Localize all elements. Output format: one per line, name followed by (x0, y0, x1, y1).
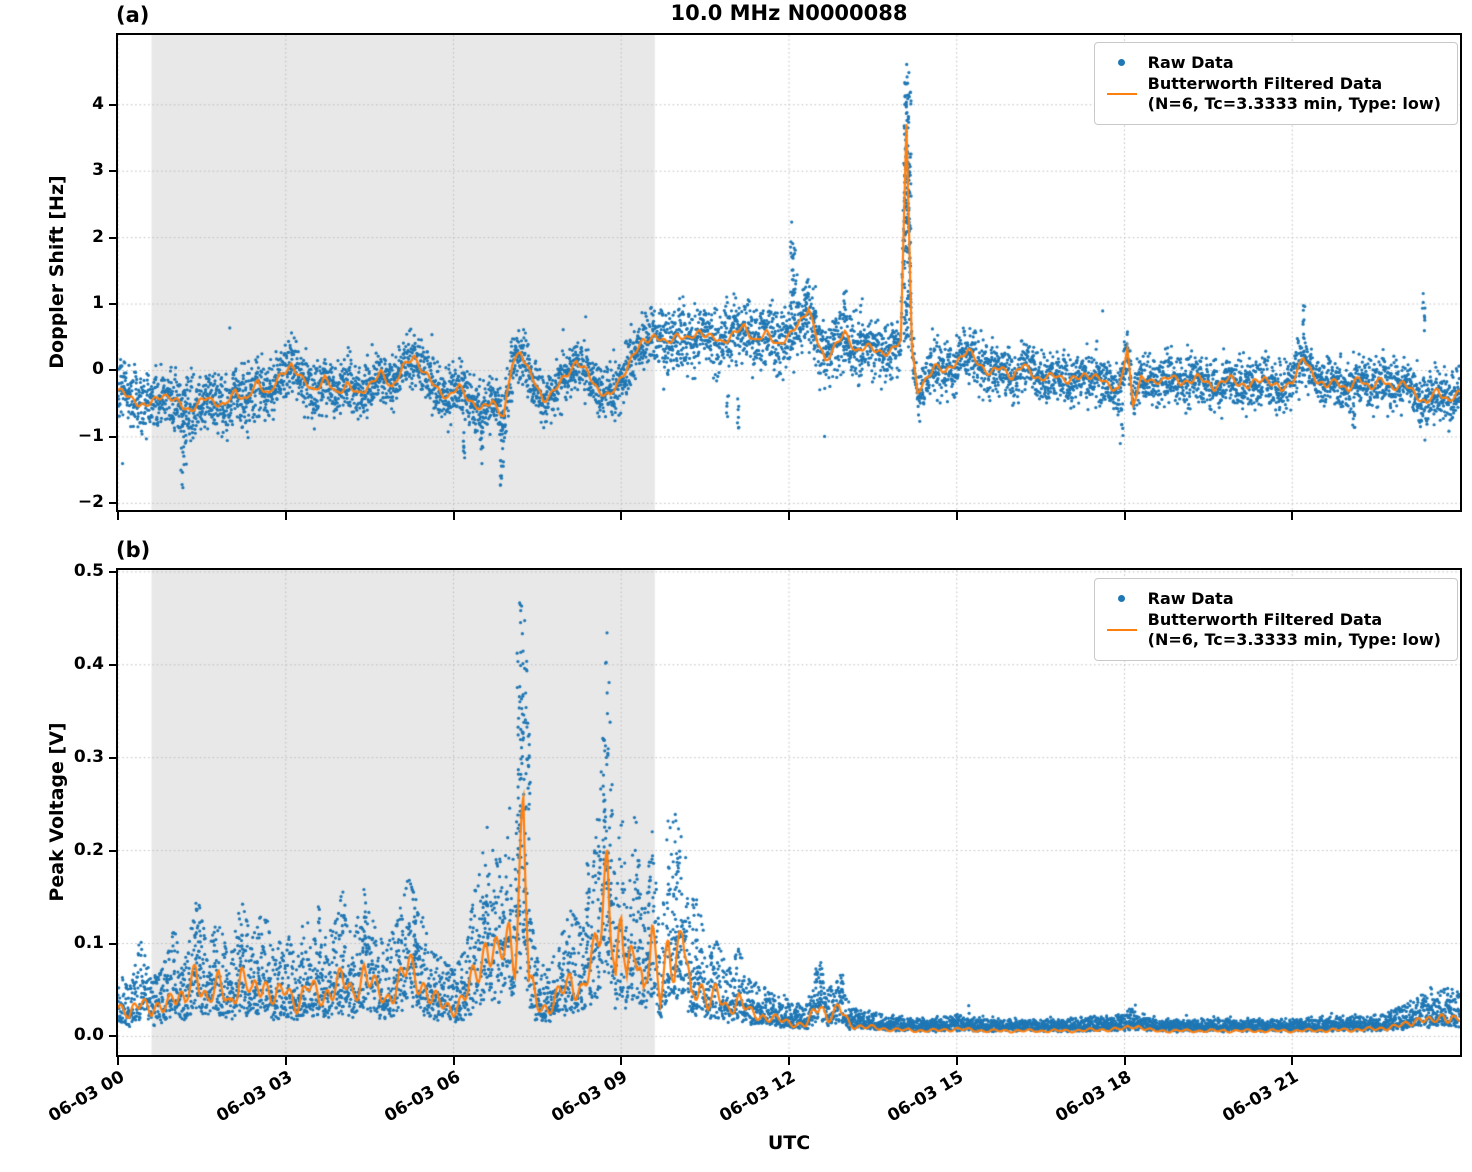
y-tick-mark (109, 103, 118, 106)
x-tick-mark (1291, 1057, 1294, 1065)
filtered-line-marker (1105, 629, 1139, 631)
panel-b-label: (b) (116, 538, 151, 562)
y-tick-label: 4 (92, 93, 104, 114)
y-tick-label: 0.2 (73, 839, 104, 860)
y-tick-mark (109, 369, 118, 372)
y-tick-label: 1 (92, 293, 104, 314)
x-tick-label: 06-03 00 (45, 1067, 128, 1127)
x-tick-mark (452, 512, 455, 520)
panel-a-label: (a) (116, 3, 150, 27)
y-tick-mark (109, 942, 118, 945)
x-tick-mark (284, 512, 287, 520)
y-tick-mark (109, 756, 118, 759)
x-tick-mark (117, 1057, 119, 1065)
y-tick-mark (109, 502, 118, 505)
legend-panel-b: Raw Data Butterworth Filtered Data (N=6,… (1093, 578, 1458, 661)
raw-data-dot-marker (1105, 59, 1139, 66)
legend-raw-row: Raw Data (1105, 53, 1441, 72)
x-axis-label: UTC (767, 1132, 811, 1154)
x-tick-mark (620, 512, 623, 520)
y-tick-mark (109, 303, 118, 306)
y-tick-mark (109, 435, 118, 438)
legend-filtered-line2: (N=6, Tc=3.3333 min, Type: low) (1147, 630, 1441, 649)
x-tick-mark (1291, 512, 1294, 520)
x-tick-mark (452, 1057, 455, 1065)
y-tick-label: 0.4 (73, 653, 104, 674)
figure-title: 10.0 MHz N0000088 (670, 1, 908, 25)
x-tick-mark (1123, 1057, 1126, 1065)
legend-raw-data-label: Raw Data (1147, 53, 1234, 72)
legend-filtered-row: Butterworth Filtered Data (N=6, Tc=3.333… (1105, 74, 1441, 114)
y-tick-label: −2 (77, 492, 104, 513)
x-tick-mark (284, 1057, 287, 1065)
x-tick-mark (117, 512, 119, 520)
legend-filtered-line1: Butterworth Filtered Data (1147, 74, 1383, 93)
y-tick-label: 2 (92, 226, 104, 247)
legend-raw-data-label: Raw Data (1147, 589, 1234, 608)
y-tick-mark (109, 170, 118, 173)
y-tick-label: 0.0 (73, 1025, 104, 1046)
x-tick-mark (788, 512, 790, 520)
y-tick-mark (109, 1035, 118, 1038)
legend-filtered-line1: Butterworth Filtered Data (1147, 610, 1383, 629)
legend-filtered-line2: (N=6, Tc=3.3333 min, Type: low) (1147, 94, 1441, 113)
x-tick-mark (788, 1057, 790, 1065)
x-tick-mark (620, 1057, 623, 1065)
legend-filtered-label: Butterworth Filtered Data (N=6, Tc=3.333… (1148, 74, 1441, 114)
y-tick-label: 3 (92, 160, 104, 181)
y-tick-mark (109, 570, 118, 573)
y-tick-mark (109, 663, 118, 666)
legend-filtered-label: Butterworth Filtered Data (N=6, Tc=3.333… (1148, 610, 1441, 650)
y-axis-label-doppler: Doppler Shift [Hz] (46, 175, 68, 369)
x-tick-mark (1123, 512, 1126, 520)
legend-filtered-row: Butterworth Filtered Data (N=6, Tc=3.333… (1105, 610, 1441, 650)
y-tick-label: −1 (77, 425, 104, 446)
filtered-line-marker (1105, 93, 1139, 95)
y-tick-label: 0.3 (73, 746, 104, 767)
x-tick-mark (955, 1057, 958, 1065)
y-tick-mark (109, 849, 118, 852)
legend-panel-a: Raw Data Butterworth Filtered Data (N=6,… (1093, 42, 1458, 125)
raw-data-dot-marker (1105, 595, 1139, 602)
y-tick-label: 0 (92, 359, 104, 380)
y-tick-mark (109, 236, 118, 239)
x-tick-mark (955, 512, 958, 520)
legend-raw-row: Raw Data (1105, 589, 1441, 608)
y-tick-label: 0.5 (73, 560, 104, 581)
y-tick-label: 0.1 (73, 932, 104, 953)
